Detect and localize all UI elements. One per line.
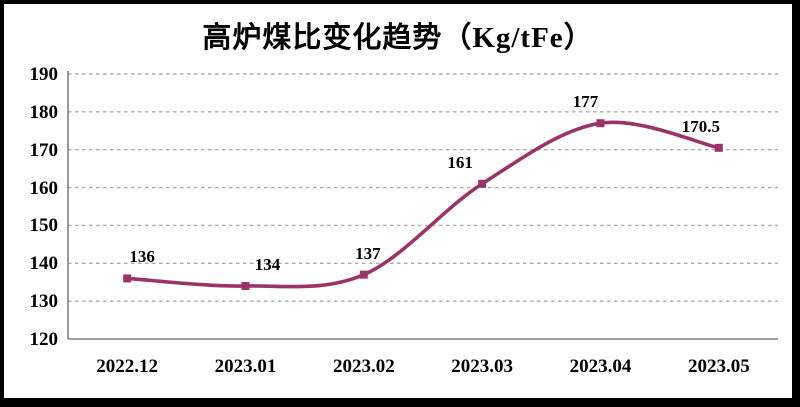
x-tick-label: 2023.03 <box>451 356 514 377</box>
x-tick-label: 2022.12 <box>96 356 159 377</box>
data-point-label: 170.5 <box>681 116 720 136</box>
y-tick-label: 160 <box>29 177 59 199</box>
line-chart-plot-area <box>67 71 778 340</box>
data-point-label: 137 <box>355 243 381 263</box>
series-line <box>125 120 721 289</box>
y-tick-label: 170 <box>29 139 59 161</box>
data-point-label: 177 <box>572 92 599 112</box>
data-point-label: 134 <box>254 255 281 274</box>
data-point-marker <box>714 143 723 152</box>
data-point-marker <box>241 282 250 290</box>
data-point-marker <box>478 179 487 188</box>
y-tick-label: 190 <box>29 64 59 85</box>
data-point-marker <box>123 274 132 283</box>
y-tick-label: 120 <box>29 329 59 350</box>
data-point-marker <box>359 270 368 279</box>
x-tick-label: 2023.02 <box>332 356 395 377</box>
y-tick-label: 140 <box>29 253 59 275</box>
y-tick-label: 150 <box>29 215 59 237</box>
data-point-marker <box>596 119 605 128</box>
x-tick-label: 2023.04 <box>569 356 632 377</box>
chart-title: 高炉煤比变化趋势（Kg/tFe） <box>202 22 594 54</box>
x-tick-label: 2023.01 <box>214 356 277 377</box>
y-tick-label: 130 <box>29 291 59 313</box>
x-tick-label: 2023.05 <box>687 356 750 377</box>
data-point-label: 136 <box>129 247 155 267</box>
data-point-label: 161 <box>447 152 473 172</box>
y-tick-label: 180 <box>29 101 59 123</box>
